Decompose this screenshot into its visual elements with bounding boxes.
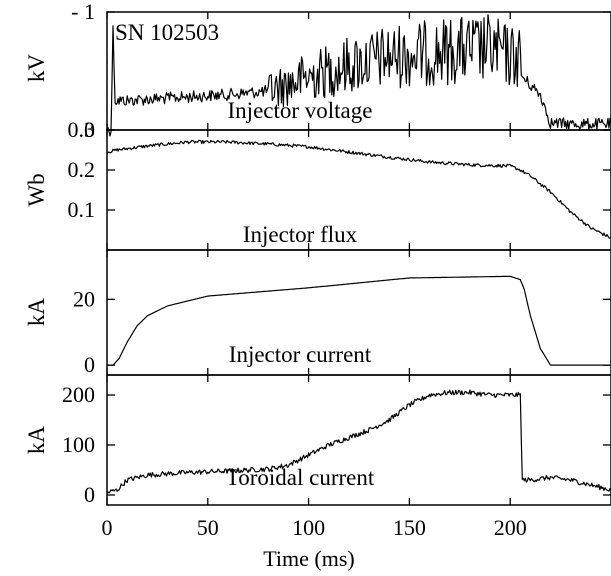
- y-axis-label: kA: [24, 298, 49, 327]
- y-axis-label: kA: [24, 426, 49, 455]
- panel-2: 0.1 0.2 0.3 Wb Injector flux: [24, 117, 611, 251]
- y-axis-label: Wb: [24, 173, 49, 206]
- x-tick-label: 100: [292, 515, 325, 540]
- y-axis-label: kV: [24, 54, 49, 83]
- y-tick-label: 100: [62, 432, 95, 457]
- series-label: Injector current: [229, 342, 372, 367]
- series-label: Injector voltage: [228, 98, 373, 123]
- panel-1: - 1 0 kV Injector voltage SN 102503: [24, 0, 611, 142]
- y-tick-label: - 1: [71, 0, 95, 24]
- series-label: Toroidal current: [226, 465, 375, 490]
- x-tick-label: 200: [494, 515, 527, 540]
- y-tick-label: 0: [84, 117, 95, 142]
- y-tick-label: 0: [84, 352, 95, 377]
- y-tick-label: 0.2: [68, 157, 96, 182]
- y-tick-label: 20: [73, 286, 95, 311]
- x-tick-label: 50: [197, 515, 219, 540]
- series-label: Injector flux: [243, 222, 358, 247]
- y-tick-label: 0.3: [68, 117, 96, 142]
- panel-frame: [106, 374, 611, 506]
- panel-3: 0 20 kA Injector current: [24, 249, 611, 377]
- x-tick-label: 150: [393, 515, 426, 540]
- y-tick-label: 0.1: [68, 197, 96, 222]
- y-tick-label: 200: [62, 382, 95, 407]
- panel-frame: [106, 129, 611, 251]
- series-line: [106, 14, 611, 137]
- series-line: [106, 139, 611, 239]
- x-axis-label: Time (ms): [263, 546, 354, 571]
- shot-annotation: SN 102503: [115, 20, 219, 45]
- panel-4: 0 100 200 0 50 100 150 200 kA Toroidal current Tim…: [24, 374, 611, 571]
- series-line: [106, 389, 611, 494]
- x-tick-label: 0: [102, 515, 113, 540]
- series-line: [107, 275, 611, 366]
- y-tick-label: 0: [84, 482, 95, 507]
